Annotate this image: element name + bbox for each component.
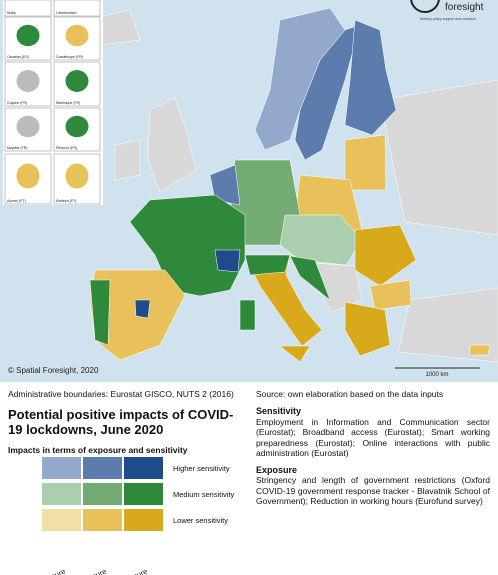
inset-label: Liechtenstein bbox=[56, 11, 77, 15]
copyright: © Spatial Foresight, 2020 bbox=[8, 366, 99, 375]
non-eu-land bbox=[379, 79, 498, 236]
inset-label: Açores (PT) bbox=[7, 199, 26, 203]
legend-title: Impacts in terms of exposure and sensiti… bbox=[8, 445, 188, 455]
region bbox=[244, 254, 323, 347]
legend-swatch bbox=[42, 509, 81, 531]
region bbox=[279, 345, 311, 363]
inset-land bbox=[65, 24, 89, 47]
input-text: Stringency and length of government rest… bbox=[256, 475, 490, 506]
legend-column-label: Lower exposure bbox=[15, 567, 67, 575]
inset-label: Réunion (FR) bbox=[56, 146, 77, 150]
region bbox=[209, 164, 241, 206]
legend-swatch bbox=[83, 483, 122, 505]
inset-land bbox=[65, 70, 89, 92]
region bbox=[239, 299, 256, 331]
inset-label: Guadeloupe (FR) bbox=[56, 55, 83, 59]
boundaries-note: Administrative boundaries: Eurostat GISC… bbox=[8, 389, 234, 399]
region bbox=[354, 224, 417, 287]
legend-swatch bbox=[83, 509, 122, 531]
region bbox=[344, 134, 387, 191]
region bbox=[279, 214, 363, 266]
input-text: Employment in Information and Communicat… bbox=[256, 416, 490, 459]
region bbox=[214, 249, 241, 273]
inset-land bbox=[16, 70, 40, 92]
non-eu-land bbox=[147, 97, 197, 193]
inset-frame bbox=[4, 0, 52, 17]
logo-mark bbox=[410, 0, 440, 13]
region bbox=[289, 255, 331, 301]
inset-land bbox=[16, 115, 40, 138]
inset-land bbox=[16, 163, 40, 189]
region bbox=[344, 301, 391, 357]
inset-land bbox=[16, 24, 40, 47]
inset-label: Malta bbox=[7, 11, 16, 15]
logo-tagline: territory policy support and research bbox=[420, 17, 476, 21]
region bbox=[129, 194, 246, 297]
non-eu-land bbox=[397, 287, 498, 363]
legend-swatch bbox=[124, 457, 163, 479]
input-heading: Sensitivity bbox=[256, 406, 302, 416]
inset-label: Madeira (PT) bbox=[56, 199, 76, 203]
region bbox=[134, 299, 151, 319]
logo-name: foresight bbox=[445, 2, 484, 13]
inset-frame bbox=[53, 0, 101, 17]
inset-label: Guyane (FR) bbox=[7, 101, 27, 105]
inset-label: Canarias (ES) bbox=[7, 55, 29, 59]
map: Malta Liechtenstein Canarias (ES) Guadeloup… bbox=[0, 0, 498, 382]
legend-swatch bbox=[124, 483, 163, 505]
source-note: Source: own elaboration based on the dat… bbox=[256, 389, 444, 399]
inset-label: Mayotte (FR) bbox=[7, 146, 27, 150]
title: Potential positive impacts of COVID-19 l… bbox=[8, 407, 234, 437]
inputs: Sensitivity Employment in Information and… bbox=[256, 406, 490, 513]
legend-swatch bbox=[42, 457, 81, 479]
inset-land bbox=[65, 115, 89, 138]
legend-row-label: Higher sensitivity bbox=[173, 464, 230, 473]
legend-row-label: Medium sensitivity bbox=[173, 490, 235, 499]
region bbox=[369, 279, 412, 311]
legend-swatch bbox=[124, 509, 163, 531]
legend-row-label: Lower sensitivity bbox=[173, 516, 228, 525]
region bbox=[469, 344, 491, 356]
region bbox=[89, 279, 111, 346]
legend-swatch bbox=[42, 483, 81, 505]
inset-panel: Malta Liechtenstein Canarias (ES) Guadeloup… bbox=[3, 0, 103, 205]
region bbox=[254, 7, 346, 151]
legend: Higher sensitivity Medium sensitivity Lowe… bbox=[15, 457, 235, 575]
input-heading: Exposure bbox=[256, 464, 298, 475]
region bbox=[344, 19, 397, 136]
legend-swatch bbox=[83, 457, 122, 479]
region bbox=[244, 254, 291, 276]
inset-land bbox=[65, 163, 89, 189]
non-eu-land bbox=[114, 139, 141, 181]
inset-label: Martinique (FR) bbox=[56, 101, 80, 105]
scale-label: 1000 km bbox=[425, 372, 448, 378]
region bbox=[294, 24, 361, 161]
